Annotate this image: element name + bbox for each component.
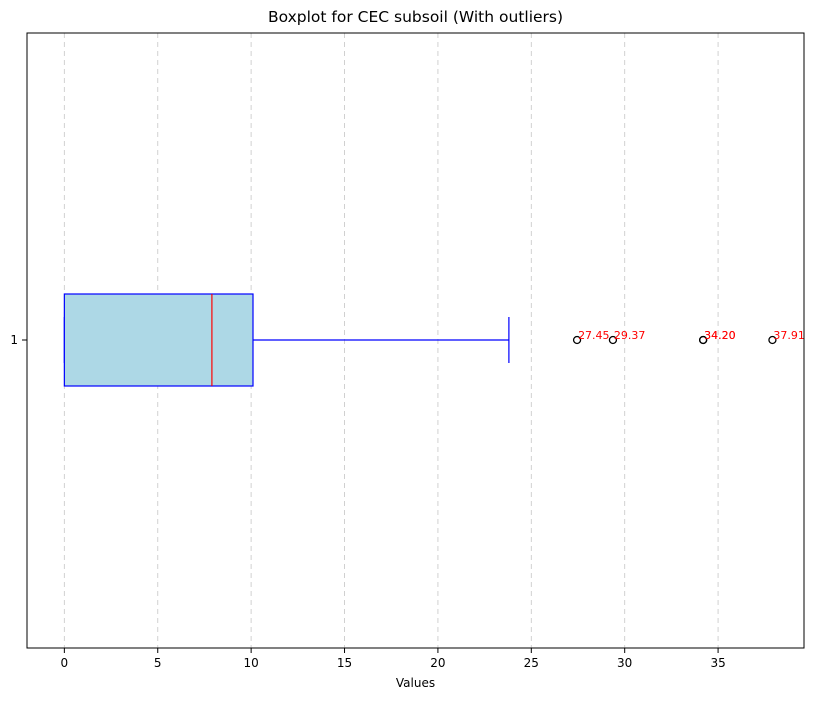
outlier-label: 29.37 <box>614 329 646 342</box>
x-tick-label: 25 <box>524 656 539 670</box>
outlier-label: 34.20 <box>704 329 736 342</box>
x-tick-label: 20 <box>430 656 445 670</box>
outlier-point <box>572 335 582 345</box>
x-tick-label: 10 <box>243 656 258 670</box>
x-tick-label: 0 <box>61 656 69 670</box>
axis-layer: 0 5 10 15 20 25 30 35 1 <box>10 333 725 670</box>
x-tick-label: 5 <box>154 656 162 670</box>
outlier-label: 34.20 <box>704 329 736 342</box>
outlier-label: 37.91 <box>773 329 805 342</box>
outlier-point <box>698 335 708 345</box>
x-axis-label: Values <box>395 676 436 690</box>
iqr-box <box>63 293 254 387</box>
x-tick-label: 35 <box>710 656 725 670</box>
outlier-point <box>768 335 777 345</box>
outlier-point <box>608 335 618 345</box>
y-tick-label: 1 <box>10 333 18 347</box>
x-tick-label: 30 <box>617 656 632 670</box>
chart-title: Boxplot for CEC subsoil (With outliers) <box>267 8 564 26</box>
x-tick-label: 15 <box>337 656 352 670</box>
outlier-label: 27.45 <box>578 329 610 342</box>
